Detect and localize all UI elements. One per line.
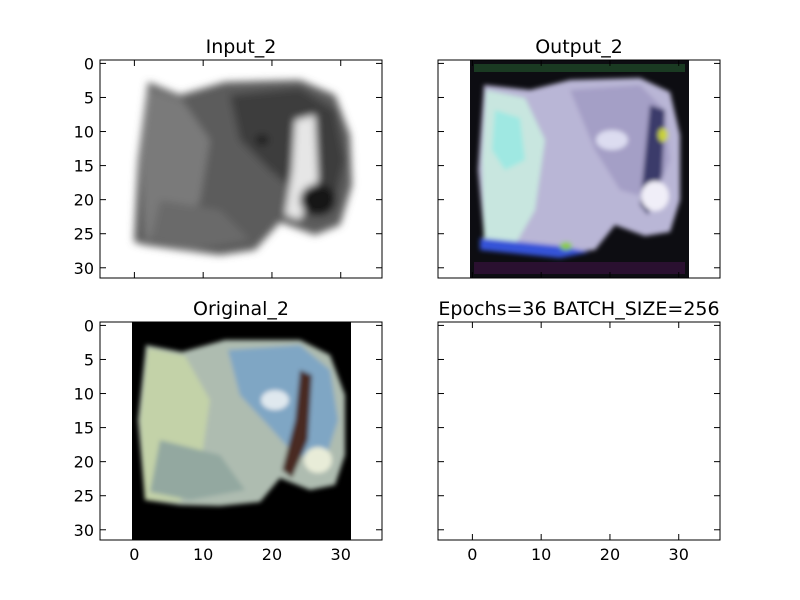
- image-input: [132, 60, 352, 278]
- x-tick-label: 20: [262, 545, 282, 564]
- panel-empty: Epochs=36 BATCH_SIZE=256 0 10 20 30: [437, 298, 721, 564]
- x-tick-label: 30: [669, 545, 689, 564]
- y-tick-label: 10: [74, 123, 94, 142]
- y-tick-label: 15: [74, 419, 94, 438]
- image-original: [132, 322, 351, 540]
- panel-input: Input_2 0 5 10 15 20 25 30: [74, 36, 383, 279]
- axes-frame: [99, 59, 383, 279]
- y-tick-label: 25: [74, 225, 94, 244]
- y-tick-label: 30: [74, 259, 94, 278]
- x-tick-label: 10: [531, 545, 551, 564]
- panel-title: Original_2: [193, 298, 289, 320]
- y-tick-label: 0: [84, 54, 94, 73]
- x-tick-label: 10: [193, 545, 213, 564]
- panel-title: Epochs=36 BATCH_SIZE=256: [438, 298, 719, 320]
- y-tick-label: 20: [74, 191, 94, 210]
- axes-frame: [437, 321, 721, 541]
- y-tick-label: 30: [74, 521, 94, 540]
- y-tick-label: 25: [74, 487, 94, 506]
- y-tick-label: 10: [74, 385, 94, 404]
- y-tick-label: 0: [84, 316, 94, 335]
- panel-title: Input_2: [206, 36, 277, 58]
- x-tick-label: 20: [600, 545, 620, 564]
- y-tick-label: 20: [74, 453, 94, 472]
- image-output: [470, 60, 689, 278]
- x-tick-label: 30: [331, 545, 351, 564]
- y-tick-label: 15: [74, 157, 94, 176]
- y-tick-label: 5: [84, 88, 94, 107]
- panel-title: Output_2: [535, 36, 623, 58]
- x-tick-label: 0: [467, 545, 477, 564]
- axes-frame: [437, 59, 721, 279]
- axes-frame: [99, 321, 383, 541]
- panel-original: Original_2 0 10 20 30 0 5 10 15 20 25 30: [74, 298, 383, 564]
- panel-output: Output_2: [437, 36, 721, 279]
- x-tick-label: 0: [129, 545, 139, 564]
- y-tick-label: 5: [84, 350, 94, 369]
